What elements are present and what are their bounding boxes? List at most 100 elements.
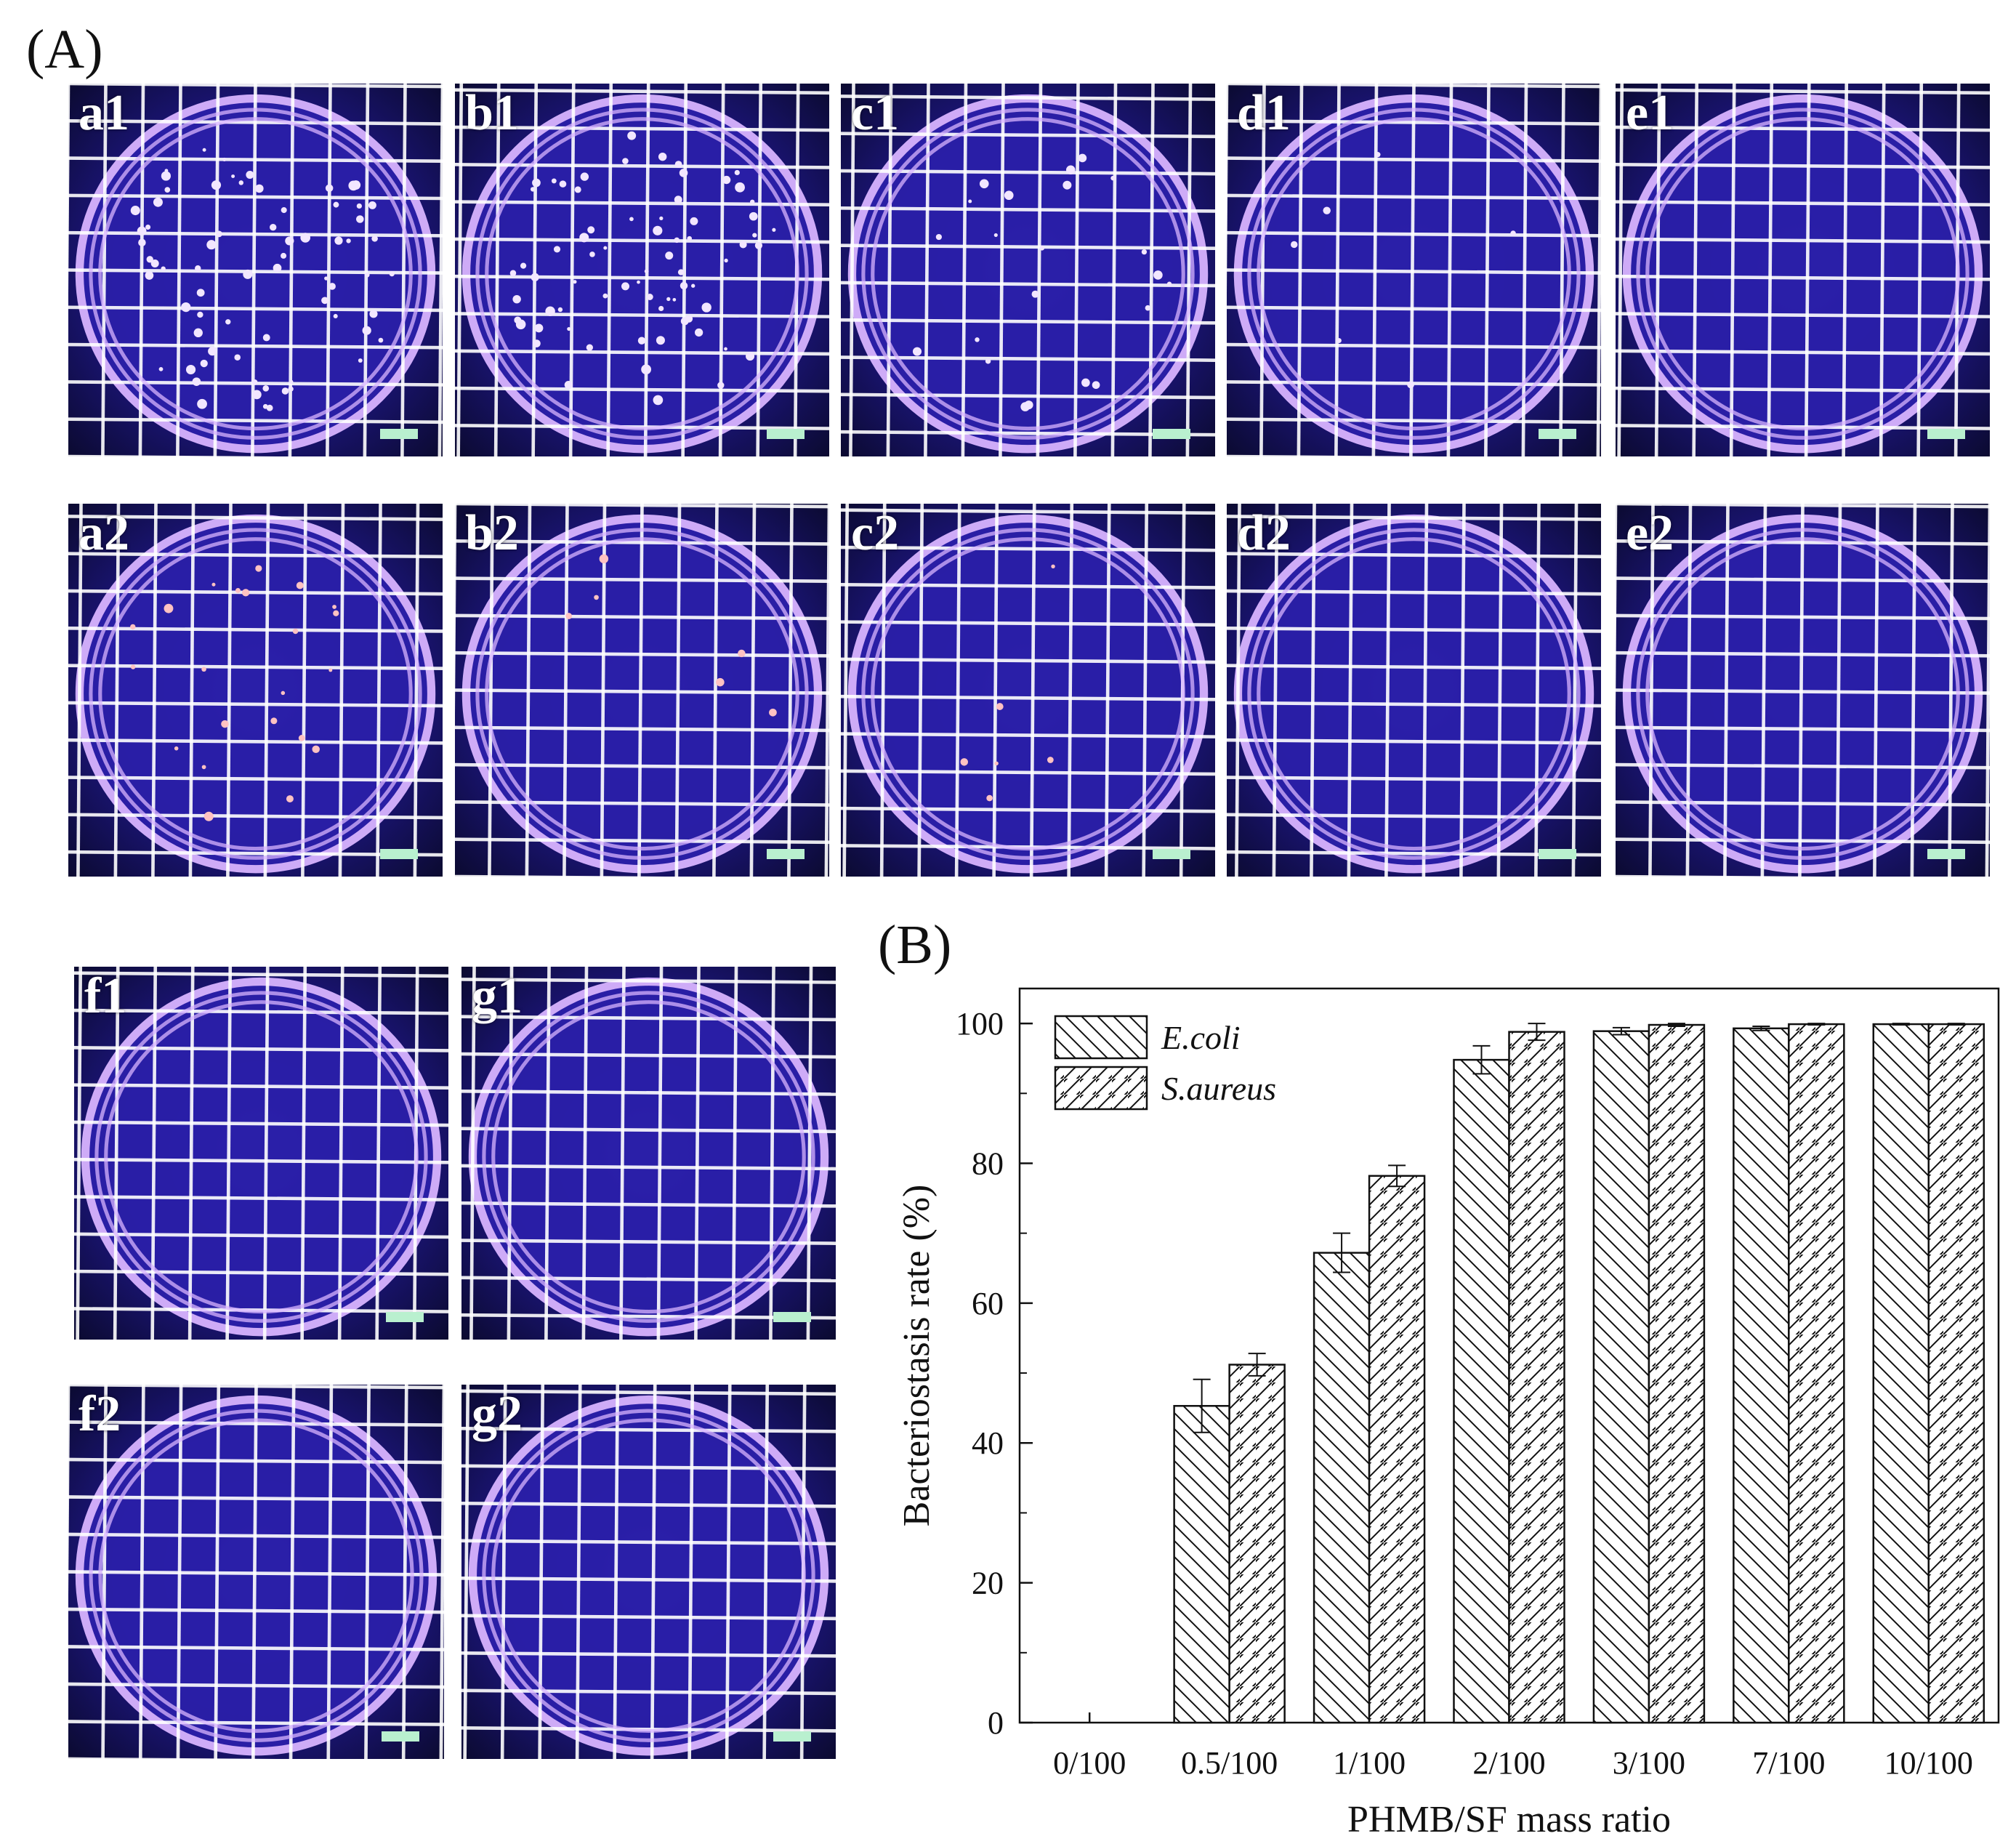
bacterial-colony xyxy=(234,354,241,361)
bar-E.coli xyxy=(1592,1030,1650,1724)
bar-E.coli xyxy=(1872,1023,1930,1724)
bacterial-colony xyxy=(586,344,593,351)
dish-inner-ring xyxy=(1645,537,1960,851)
bacterial-colony xyxy=(746,352,755,361)
grid-line xyxy=(824,504,829,877)
grid-line xyxy=(841,732,1215,738)
grid-line xyxy=(413,504,420,877)
bacterial-colony xyxy=(1407,381,1414,389)
scale-bar xyxy=(773,1312,811,1322)
bacterial-colony xyxy=(754,241,763,249)
dish-inner-ring xyxy=(1257,537,1571,851)
bacterial-colony xyxy=(362,326,371,335)
dish-inner-ring xyxy=(485,117,799,431)
grid-line xyxy=(841,806,1215,813)
grid-line xyxy=(68,776,443,782)
plate-label-b2: b2 xyxy=(465,505,519,561)
dish-rim xyxy=(81,977,442,1337)
scale-bar xyxy=(1539,429,1576,439)
bacterial-colony xyxy=(739,241,747,249)
dish-inner-ring xyxy=(861,528,1195,860)
grid-line xyxy=(1842,84,1849,456)
bacterial-colony xyxy=(281,252,287,259)
bacterial-colony xyxy=(206,240,217,250)
bacterial-colony xyxy=(514,316,522,324)
bacterial-colony xyxy=(328,668,333,672)
grid-line xyxy=(681,84,688,456)
grid-line xyxy=(1616,312,1990,318)
scale-bar xyxy=(767,429,805,439)
bacterial-colony xyxy=(674,161,682,169)
grid-line xyxy=(1227,417,1601,424)
bacterial-colony xyxy=(979,179,989,189)
grid-line xyxy=(288,84,295,456)
grid-line xyxy=(375,967,382,1340)
bacterial-colony xyxy=(722,175,731,185)
grid-line xyxy=(756,84,763,456)
y-axis-title: Bacteriostasis rate (%) xyxy=(896,1185,938,1527)
grid-line xyxy=(113,967,120,1340)
bacterial-colony xyxy=(565,613,572,619)
bacterial-colony xyxy=(594,595,599,600)
bacterial-colony xyxy=(130,206,140,216)
grid-line xyxy=(1227,776,1601,782)
bacterial-colony xyxy=(534,323,544,333)
dish-illustration xyxy=(455,84,829,456)
bacterial-colony xyxy=(348,180,359,191)
grid-line xyxy=(461,1539,836,1546)
x-tick-label: 0/100 xyxy=(1053,1745,1126,1781)
dish-inner-ring xyxy=(89,1409,424,1742)
grid-line xyxy=(613,1385,620,1759)
bacterial-colony xyxy=(551,178,557,184)
grid-line xyxy=(68,1720,444,1726)
petri-dish-a2: a2 xyxy=(68,504,443,877)
bacterial-colony xyxy=(161,171,172,181)
grid-line xyxy=(74,1120,448,1127)
bacterial-colony xyxy=(1510,230,1516,236)
dish-illustration xyxy=(841,504,1215,877)
grid-line xyxy=(1617,84,1624,456)
grid-line xyxy=(376,504,382,877)
grid-line xyxy=(1616,349,1990,356)
grid-line xyxy=(68,813,443,820)
grid-line xyxy=(76,967,83,1340)
bacterial-colony xyxy=(1065,165,1076,175)
scale-bar xyxy=(767,849,805,859)
bacterial-colony xyxy=(251,390,262,400)
bacterial-colony xyxy=(735,182,745,193)
bacterial-colony xyxy=(994,761,999,765)
bacterial-colony xyxy=(333,201,339,208)
bacterial-colony xyxy=(724,258,728,263)
bacterial-colony xyxy=(208,347,217,356)
bacterial-colony xyxy=(564,380,573,390)
bacterial-colony xyxy=(738,649,746,658)
bacterial-colony xyxy=(637,337,646,345)
grid-line xyxy=(806,967,813,1340)
bacterial-colony xyxy=(130,664,136,669)
bacterial-colony xyxy=(321,297,328,305)
bacterial-colony xyxy=(371,235,378,242)
bacterial-colony xyxy=(225,319,231,325)
grid-line xyxy=(1616,725,1990,733)
bacterial-colony xyxy=(298,735,305,741)
bar-S.aureus xyxy=(1368,1175,1426,1724)
grid-line xyxy=(455,312,829,318)
bacterial-colony xyxy=(659,216,664,220)
grid-line xyxy=(841,392,1215,400)
bacterial-colony xyxy=(531,273,539,282)
bacterial-colony xyxy=(935,233,942,241)
dish-illustration xyxy=(455,504,829,877)
bacterial-colony xyxy=(627,131,637,140)
bacterial-colony xyxy=(150,259,159,268)
bacterial-colony xyxy=(1004,190,1014,201)
bacterial-colony xyxy=(368,201,376,209)
bacterial-colony xyxy=(145,271,154,280)
dish-inner-ring xyxy=(1247,528,1581,860)
bacterial-colony xyxy=(685,315,693,323)
grid-line xyxy=(1596,84,1601,456)
grid-line xyxy=(841,620,1215,627)
bacterial-colony xyxy=(231,174,235,178)
bacterial-colony xyxy=(358,358,363,363)
bar-S.aureus xyxy=(1788,1023,1845,1724)
dish-illustration xyxy=(74,967,448,1340)
